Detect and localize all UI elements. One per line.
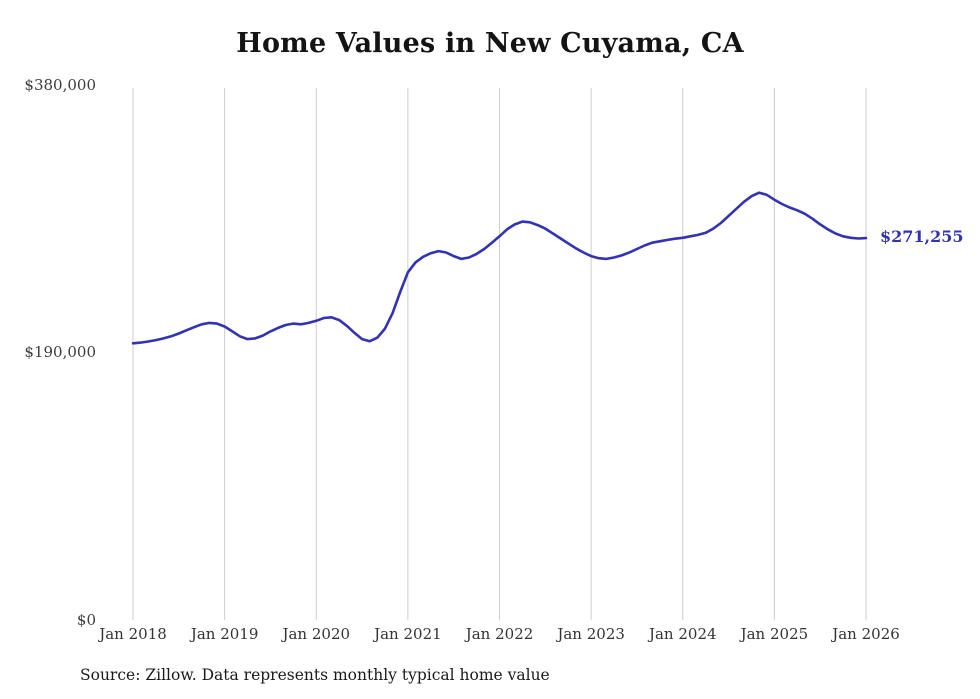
y-axis-label-0: $0 [76, 611, 96, 629]
source-note: Source: Zillow. Data represents monthly … [80, 666, 550, 684]
latest-value-label: $271,255 [880, 227, 964, 247]
chart-title: Home Values in New Cuyama, CA [236, 28, 744, 59]
y-axis-label-380000: $380,000 [24, 76, 96, 94]
gridlines [132, 88, 867, 620]
home-value-line [131, 191, 868, 345]
y-axis-label-190000: $190,000 [24, 343, 96, 361]
